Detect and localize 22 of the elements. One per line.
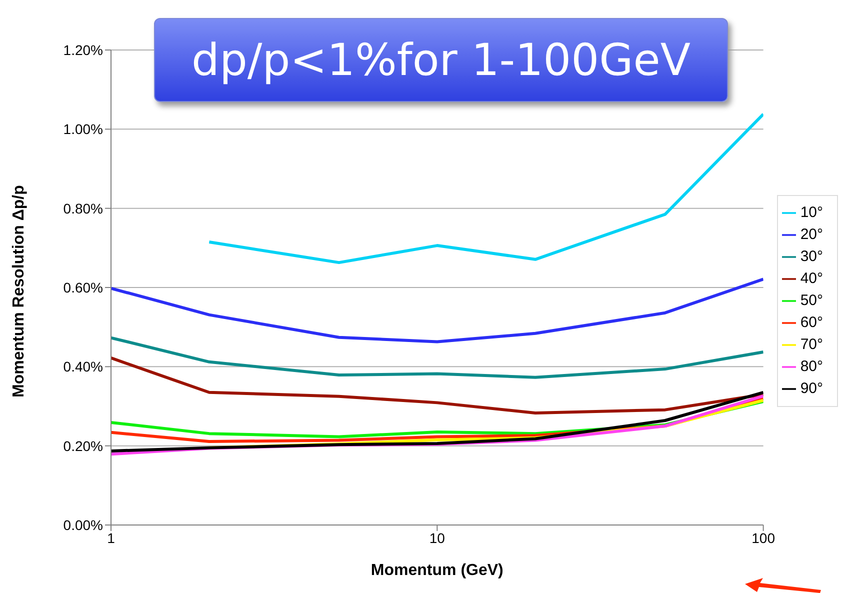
chart-title: dp/p<1%for 1-100GeV bbox=[154, 18, 728, 102]
legend-label: 70° bbox=[800, 336, 823, 352]
y-tick-label: 0.00% bbox=[63, 516, 103, 533]
legend-label: 10° bbox=[800, 204, 823, 220]
y-tick-label: 0.60% bbox=[63, 279, 103, 296]
x-axis-title: Momentum (GeV) bbox=[370, 562, 504, 579]
legend-label: 20° bbox=[800, 226, 823, 242]
legend-label: 30° bbox=[800, 248, 823, 264]
legend-label: 80° bbox=[800, 358, 823, 374]
y-tick-label: 1.00% bbox=[63, 121, 103, 138]
legend-label: 90° bbox=[800, 380, 823, 396]
y-tick-label: 0.80% bbox=[63, 200, 103, 216]
y-tick-label: 0.20% bbox=[63, 438, 103, 454]
y-axis-title: Momentum Resolution Δp/p bbox=[10, 184, 28, 398]
x-tick-label: 1 bbox=[107, 530, 116, 546]
legend-label: 60° bbox=[800, 314, 823, 330]
y-tick-label: 1.20% bbox=[63, 42, 103, 58]
y-tick-label: 0.40% bbox=[63, 358, 103, 375]
x-tick-label: 10 bbox=[429, 530, 446, 546]
legend-label: 50° bbox=[800, 292, 823, 308]
legend-label: 40° bbox=[800, 270, 823, 286]
x-tick-label: 100 bbox=[752, 530, 776, 546]
